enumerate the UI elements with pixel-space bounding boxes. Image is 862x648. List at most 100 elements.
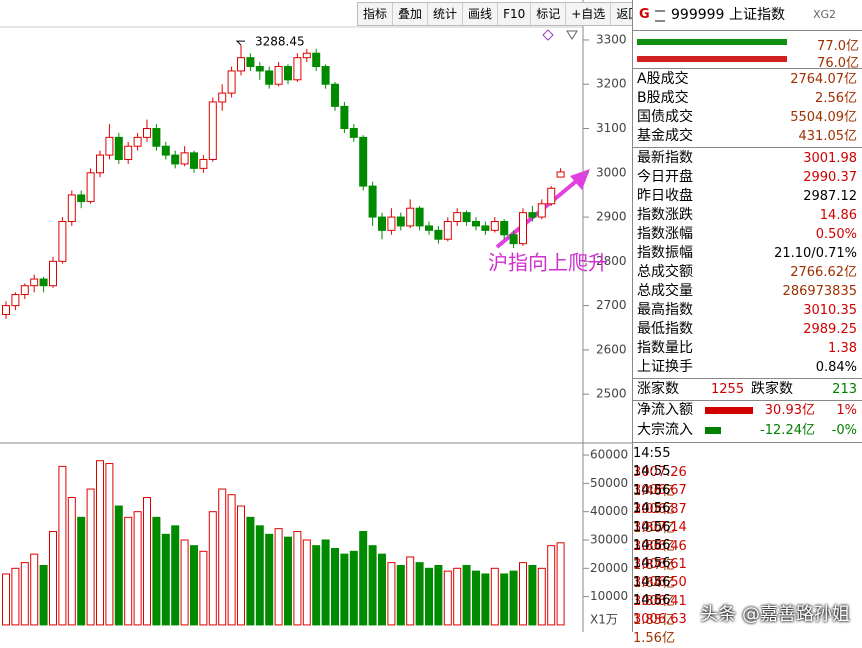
stat-label: 总成交量 (637, 283, 693, 299)
peak-label: 3288.45 (255, 35, 305, 49)
stat-value: 5504.09亿 (790, 110, 857, 125)
y-tick-label: 20000 (590, 561, 628, 575)
y-tick-label: 3200 (596, 77, 627, 91)
stat-label: 上证换手 (637, 359, 693, 375)
tick-price: 3006.46 (633, 538, 687, 554)
volume-bar (265, 533, 274, 626)
candle-body (218, 92, 227, 103)
volume-bar (218, 488, 227, 626)
stat-row: 总成交量 286973835 (633, 282, 861, 301)
stat-value: 286973835 (782, 284, 857, 299)
volume-bar (293, 530, 302, 626)
candle-body (143, 128, 151, 138)
candle-body (86, 172, 95, 203)
volume-bar (302, 539, 311, 626)
tag: XG2 (813, 8, 837, 21)
volume-bar (509, 570, 518, 626)
separator (633, 68, 862, 69)
volume-bar (171, 525, 180, 626)
tick-time: 14:56 (633, 593, 671, 609)
volume-bar (284, 536, 292, 626)
stat-row: 指数振幅 21.10/0.71% (633, 244, 861, 263)
candle-body (406, 207, 415, 227)
candle-body (415, 207, 424, 227)
toolbar-button[interactable]: 指标 (358, 3, 394, 25)
toolbar-button[interactable]: 叠加 (393, 3, 429, 25)
candle-body (340, 105, 349, 130)
volume-bar (387, 562, 396, 626)
candle-body (302, 52, 311, 59)
stat-label: 基金成交 (637, 128, 693, 144)
toolbar-button[interactable]: 画线 (463, 3, 499, 25)
toolbar-button[interactable]: F10 (498, 3, 532, 25)
tick-price: 3006.41 (633, 593, 687, 609)
tick-amount: 1.50亿 (633, 520, 675, 536)
toolbar-button[interactable]: 统计 (428, 3, 464, 25)
separator (633, 378, 862, 379)
stat-value: 2.56亿 (815, 91, 857, 106)
volume-bar (255, 525, 264, 626)
candle-body (528, 212, 537, 218)
tick-row: 14:56 3006.87 1.50亿 (633, 481, 861, 536)
tick-price: 3006.63 (633, 612, 687, 628)
tick-time: 14:56 (633, 538, 671, 553)
tick-amount: 1.85亿 (633, 612, 675, 628)
up-label: 涨家数 (637, 381, 679, 397)
stat-row: B股成交 2.56亿 (633, 89, 861, 108)
tick-amount: 1.36亿 (633, 594, 675, 610)
volume-bar (39, 564, 48, 626)
volume-bar (462, 564, 471, 626)
y-tick-label: 50000 (590, 476, 628, 490)
candle-body (180, 152, 189, 165)
volume-bar (490, 567, 499, 626)
stat-row: 最高指数 3010.35 (633, 301, 861, 320)
stat-row: 最低指数 2989.25 (633, 320, 861, 339)
candle-body (161, 145, 170, 156)
volume-bar (368, 545, 377, 626)
volume-bar (349, 550, 358, 626)
volume-bar (161, 533, 170, 626)
volume-bar (114, 505, 123, 626)
candle-body (190, 152, 198, 169)
candle-body (255, 66, 264, 72)
stat-row: 国债成交 5504.09亿 (633, 108, 861, 127)
watermark: 头条 @嘉善路孙姐 (700, 604, 850, 625)
y-tick-label: 3300 (596, 32, 627, 46)
toolbar-button[interactable]: 标记 (531, 3, 567, 25)
volume-bar (86, 488, 95, 626)
stat-value: 2764.07亿 (790, 72, 857, 87)
volume-bar (190, 545, 198, 626)
volume-bar (472, 570, 480, 626)
y-tick-label: 40000 (590, 504, 628, 518)
tick-price: 3006.87 (633, 501, 687, 517)
candle-body (331, 83, 339, 107)
stat-value: 14.86 (819, 208, 857, 223)
volume-bar (321, 539, 330, 626)
stat-value: 1.38 (828, 341, 857, 356)
name: 上证指数 (729, 7, 785, 23)
candle-body (265, 70, 274, 85)
stat-label: 指数振幅 (637, 245, 693, 261)
stat-value: 3010.35 (803, 303, 857, 318)
down-label: 跌家数 (751, 381, 793, 397)
volume-bar (152, 516, 161, 626)
candle-body (96, 154, 104, 174)
tick-price: 3006.50 (633, 575, 687, 591)
menu-icon (655, 10, 665, 22)
flow-bar (637, 56, 787, 62)
candle-body (387, 216, 396, 231)
candle-body (462, 212, 471, 222)
stat-row: 指数量比 1.38 (633, 339, 861, 358)
chart: 2500 2600 2700 2800 2900 3000 3100 3200 3300 3288… (0, 0, 632, 632)
tick-time: 14:56 (633, 501, 671, 517)
flow-label: 大宗流入 (637, 422, 693, 438)
tick-amount: 1.87亿 (633, 557, 675, 573)
stat-row: 基金成交 431.05亿 (633, 127, 861, 146)
tick-amount: 1.36亿 (633, 539, 675, 555)
volume-bar (415, 562, 424, 626)
toolbar-button[interactable]: +自选 (566, 3, 612, 25)
candle-body (227, 70, 236, 94)
candle-body (434, 229, 443, 240)
candle-body (58, 220, 67, 262)
